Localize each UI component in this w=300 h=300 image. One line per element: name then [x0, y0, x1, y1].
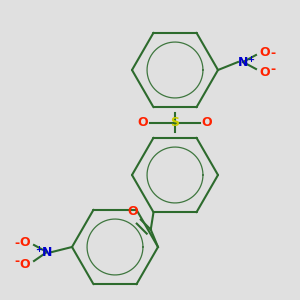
Text: N: N — [238, 56, 248, 68]
Text: O: O — [260, 46, 270, 59]
Text: O: O — [128, 205, 138, 218]
Text: O: O — [138, 116, 148, 129]
Text: -: - — [14, 256, 20, 268]
Text: O: O — [20, 257, 30, 271]
Text: +: + — [35, 245, 43, 254]
Text: -: - — [270, 64, 276, 76]
Text: +: + — [248, 56, 254, 64]
Text: S: S — [170, 116, 179, 129]
Text: -: - — [270, 47, 276, 61]
Text: O: O — [20, 236, 30, 248]
Text: O: O — [260, 65, 270, 79]
Text: -: - — [14, 238, 20, 250]
Text: N: N — [42, 245, 52, 259]
Text: O: O — [202, 116, 212, 129]
